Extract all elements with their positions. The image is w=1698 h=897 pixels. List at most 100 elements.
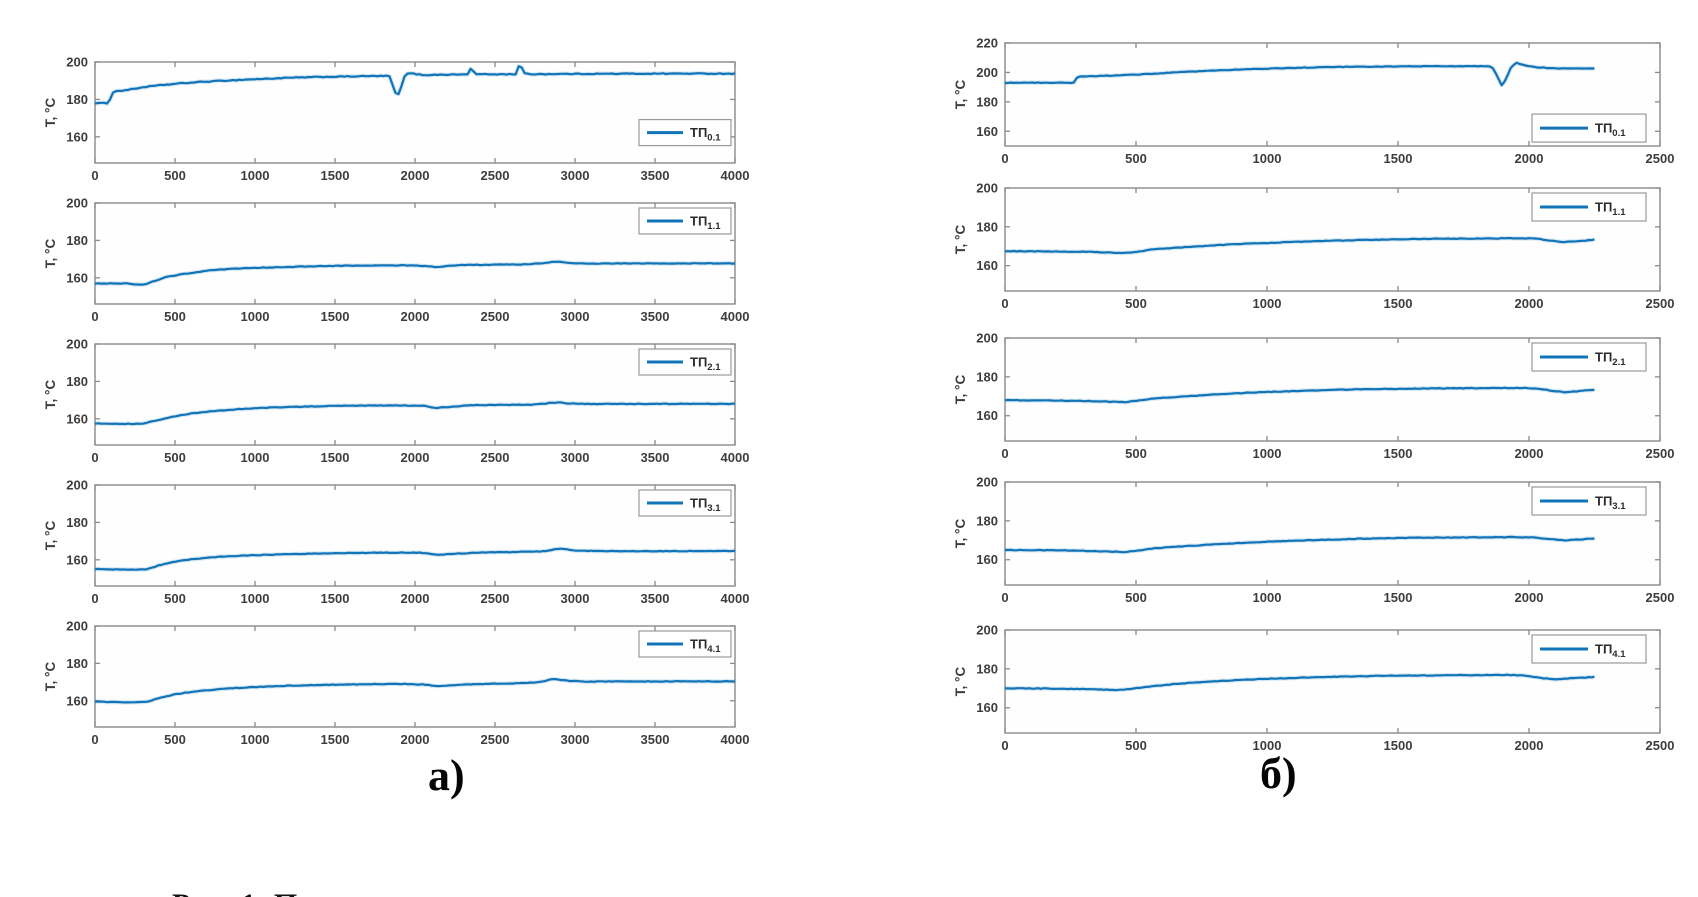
x-tick-label: 3500 xyxy=(641,732,670,747)
legend-a1: ТП0.1 xyxy=(638,118,732,147)
legend-box xyxy=(1531,342,1647,372)
legend-box xyxy=(1531,486,1647,516)
x-tick-label: 4000 xyxy=(721,591,750,606)
y-axis-label: T, °C xyxy=(953,519,968,549)
y-axis-label: T, °C xyxy=(953,375,968,405)
y-tick-label: 200 xyxy=(66,196,88,211)
series-line xyxy=(94,547,736,571)
subplot-a5: 0 500 1000 1500 2000 2500 3000 3500 4000 160 180 20… xyxy=(43,619,749,748)
x-tick-label: 2500 xyxy=(481,309,510,324)
x-tick-label: 1500 xyxy=(1384,296,1413,311)
x-tick-label: 0 xyxy=(1001,151,1008,166)
x-tick-label: 2500 xyxy=(481,168,510,183)
y-tick-label: 160 xyxy=(976,700,998,715)
y-tick-label: 160 xyxy=(976,124,998,139)
subplot-b1: 0 500 1000 1500 2000 2500 160 180 200 220 T, °C ТП0… xyxy=(953,36,1674,167)
x-tick-label: 3500 xyxy=(641,168,670,183)
y-tick-label: 200 xyxy=(976,331,998,346)
x-tick-label: 1000 xyxy=(1253,590,1282,605)
x-tick-label: 500 xyxy=(1125,151,1147,166)
y-tick-label: 180 xyxy=(66,656,88,671)
x-tick-label: 2500 xyxy=(1646,590,1675,605)
legend-b3: ТП2.1 xyxy=(1531,342,1647,372)
y-tick-label: 160 xyxy=(66,693,88,708)
subplot-b5: 0 500 1000 1500 2000 2500 160 180 200 T, °C ТП4.1 xyxy=(953,623,1674,754)
x-tick-label: 1500 xyxy=(321,309,350,324)
series-line xyxy=(1004,61,1595,87)
x-tick-label: 1500 xyxy=(1384,151,1413,166)
x-tick-label: 2500 xyxy=(1646,296,1675,311)
x-tick-label: 2500 xyxy=(481,732,510,747)
x-tick-label: 2000 xyxy=(1515,590,1544,605)
y-axis-label: T, °C xyxy=(953,225,968,255)
x-tick-label: 2500 xyxy=(1646,151,1675,166)
y-tick-label: 200 xyxy=(976,623,998,638)
x-tick-label: 1500 xyxy=(321,732,350,747)
subplot-a1: 0 500 1000 1500 2000 2500 3000 3500 4000 160 180 20… xyxy=(43,55,749,184)
axes-box xyxy=(94,343,736,446)
x-tick-label: 1000 xyxy=(241,732,270,747)
y-tick-label: 200 xyxy=(976,181,998,196)
legend-a5: ТП4.1 xyxy=(638,630,732,658)
y-tick-label: 160 xyxy=(66,552,88,567)
x-tick-label: 0 xyxy=(91,450,98,465)
caption-fragment: Рис. 1. П xyxy=(172,888,692,897)
series-line xyxy=(1004,237,1595,255)
panel-label-a: а) xyxy=(428,751,465,800)
y-axis-label: T, °C xyxy=(43,662,58,692)
subplot-a4: 0 500 1000 1500 2000 2500 3000 3500 4000 160 180 20… xyxy=(43,478,749,607)
y-tick-label: 180 xyxy=(976,369,998,384)
axes-box xyxy=(94,625,736,728)
x-tick-label: 500 xyxy=(1125,446,1147,461)
x-tick-label: 1500 xyxy=(321,591,350,606)
x-tick-label: 2000 xyxy=(401,591,430,606)
x-tick-label: 2000 xyxy=(1515,151,1544,166)
x-tick-label: 3000 xyxy=(561,450,590,465)
y-axis-label: T, °C xyxy=(43,98,58,128)
x-tick-label: 0 xyxy=(1001,296,1008,311)
x-tick-label: 2500 xyxy=(481,450,510,465)
y-axis-label: T, °C xyxy=(43,239,58,269)
y-tick-label: 200 xyxy=(66,55,88,70)
y-tick-label: 180 xyxy=(66,233,88,248)
panel-label-b: б) xyxy=(1260,749,1297,798)
legend-a4: ТП3.1 xyxy=(638,489,732,517)
y-tick-label: 200 xyxy=(976,475,998,490)
x-tick-label: 3000 xyxy=(561,591,590,606)
x-tick-label: 1500 xyxy=(321,450,350,465)
y-tick-label: 180 xyxy=(976,94,998,109)
y-tick-label: 180 xyxy=(976,219,998,234)
x-tick-label: 500 xyxy=(164,450,186,465)
subplot-b4: 0 500 1000 1500 2000 2500 160 180 200 T, °C ТП3.1 xyxy=(953,475,1674,606)
legend-b2: ТП1.1 xyxy=(1531,192,1647,222)
x-tick-label: 1500 xyxy=(1384,590,1413,605)
y-tick-label: 200 xyxy=(66,337,88,352)
caption-fragment-text: Рис. 1. П xyxy=(172,888,692,897)
x-tick-label: 1000 xyxy=(241,591,270,606)
legend-b1: ТП0.1 xyxy=(1531,113,1647,143)
x-tick-label: 500 xyxy=(164,591,186,606)
y-axis-label: T, °C xyxy=(953,667,968,697)
series-line xyxy=(1004,386,1595,404)
y-tick-label: 160 xyxy=(66,129,88,144)
x-tick-label: 3500 xyxy=(641,591,670,606)
subplot-a2: 0 500 1000 1500 2000 2500 3000 3500 4000 160 180 20… xyxy=(43,196,749,325)
y-tick-label: 160 xyxy=(66,411,88,426)
legend-box xyxy=(1531,192,1647,222)
x-tick-label: 0 xyxy=(1001,590,1008,605)
y-tick-label: 180 xyxy=(66,374,88,389)
x-tick-label: 500 xyxy=(164,732,186,747)
x-tick-label: 2000 xyxy=(401,450,430,465)
x-tick-label: 1000 xyxy=(1253,296,1282,311)
x-tick-label: 3500 xyxy=(641,450,670,465)
x-tick-label: 4000 xyxy=(721,450,750,465)
y-tick-label: 200 xyxy=(66,619,88,634)
series-line xyxy=(95,677,736,704)
x-tick-label: 500 xyxy=(164,309,186,324)
legend-box xyxy=(638,348,732,376)
legend-b5: ТП4.1 xyxy=(1531,634,1647,664)
x-tick-label: 3000 xyxy=(561,168,590,183)
x-tick-label: 2000 xyxy=(401,309,430,324)
x-tick-label: 0 xyxy=(1001,446,1008,461)
